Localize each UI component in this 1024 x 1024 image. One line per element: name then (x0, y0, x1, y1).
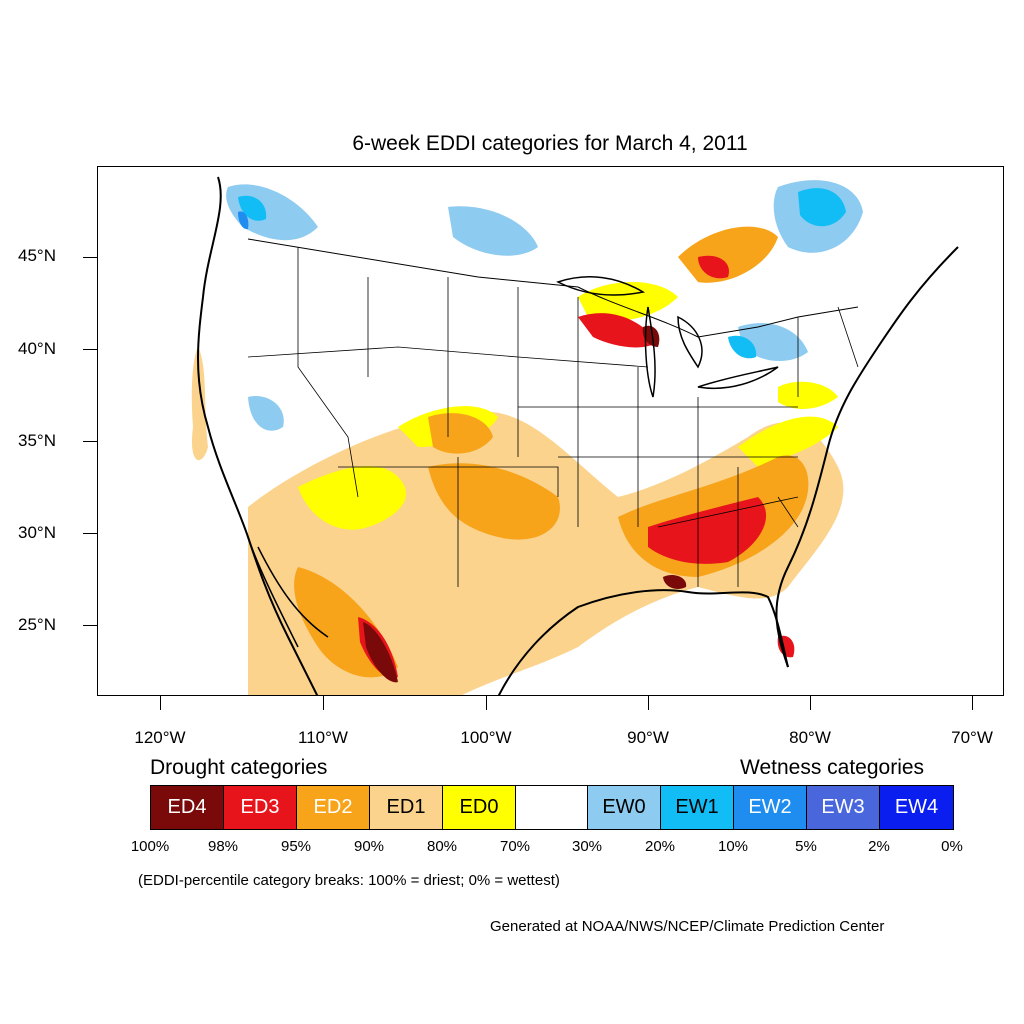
lake-huron (677, 315, 703, 369)
state-lines (247, 247, 859, 587)
credit-text: Generated at NOAA/NWS/NCEP/Climate Predi… (490, 918, 885, 935)
percentile-label: 98% (207, 838, 239, 855)
boundary-lines (197, 176, 959, 695)
map-canvas (191, 176, 959, 695)
ed0-region-southeast (738, 416, 838, 467)
legend-box-ed4: ED4 (151, 786, 224, 829)
legend-box-neutral (516, 786, 588, 829)
percentile-label: 0% (941, 838, 963, 855)
percentile-label: 2% (868, 838, 890, 855)
lat-tick (83, 441, 97, 442)
pacific-coast (197, 176, 319, 695)
ed3-region-ontario (698, 255, 729, 279)
legend-box-ew0: EW0 (588, 786, 661, 829)
lon-label-90w: 90°W (627, 728, 669, 747)
percentile-label: 80% (426, 838, 458, 855)
ew1-region-lakes (728, 335, 757, 359)
lon-tick (160, 696, 161, 710)
category-note: (EDDI-percentile category breaks: 100% =… (138, 872, 560, 889)
ew0-region-great-basin (248, 396, 284, 431)
percentile-label: 70% (499, 838, 531, 855)
ed1-region-west (191, 347, 208, 461)
percentile-label: 10% (717, 838, 749, 855)
legend-box-ed3: ED3 (224, 786, 297, 829)
lat-tick (83, 349, 97, 350)
percentile-label: 95% (280, 838, 312, 855)
ed3-region-michigan (578, 313, 658, 348)
lat-label-30n: 30°N (18, 523, 56, 542)
gulf-coast (497, 589, 789, 695)
lon-tick (486, 696, 487, 710)
percentile-label: 5% (795, 838, 817, 855)
lat-tick (83, 257, 97, 258)
percentile-label: 100% (130, 838, 170, 855)
ed3-region-southeast (648, 497, 767, 564)
lake-michigan (644, 306, 656, 398)
lon-tick (648, 696, 649, 710)
map-title: 6-week EDDI categories for March 4, 2011 (352, 132, 748, 155)
ed0-region-central (298, 466, 407, 530)
lon-label-80w: 80°W (789, 728, 831, 747)
category-legend: ED4 ED3 ED2 ED1 ED0 EW0 EW1 EW2 EW3 EW4 (150, 785, 954, 830)
ew2-region-puget-sound (238, 211, 249, 230)
legend-box-ew2: EW2 (734, 786, 807, 829)
lat-label-40n: 40°N (18, 339, 56, 358)
lat-tick (83, 533, 97, 534)
lon-tick (810, 696, 811, 710)
legend-box-ew1: EW1 (661, 786, 734, 829)
eddi-map (97, 166, 1004, 696)
atlantic-coast (775, 246, 959, 668)
lake-superior (556, 276, 646, 296)
legend-box-ew4: EW4 (880, 786, 953, 829)
ew1-region-northwest (238, 195, 267, 221)
lon-tick (323, 696, 324, 710)
legend-box-ed0: ED0 (443, 786, 516, 829)
ed0-region-lakes (578, 282, 678, 321)
lat-label-35n: 35°N (18, 431, 56, 450)
baja-coast (247, 536, 329, 648)
wetness-categories-title: Wetness categories (740, 756, 925, 779)
percentile-label: 30% (571, 838, 603, 855)
category-shading (191, 180, 863, 695)
lake-erie (697, 366, 779, 390)
lon-label-120w: 120°W (134, 728, 186, 747)
ew1-region-quebec (798, 188, 846, 227)
lon-label-110w: 110°W (298, 728, 348, 747)
percentile-label: 90% (353, 838, 385, 855)
ed0-region-ohio (778, 381, 838, 409)
ew0-region-northern-plains (448, 206, 538, 256)
lat-label-45n: 45°N (18, 246, 56, 265)
lat-label-25n: 25°N (18, 615, 56, 634)
lat-tick (83, 625, 97, 626)
drought-categories-title: Drought categories (150, 756, 328, 779)
lon-label-70w: 70°W (951, 728, 993, 747)
lon-tick (972, 696, 973, 710)
legend-box-ed2: ED2 (297, 786, 370, 829)
percentile-label: 20% (644, 838, 676, 855)
ed4-region-mexico (363, 622, 398, 683)
lon-label-100w: 100°W (460, 728, 512, 747)
ed2-region-kansas (428, 413, 493, 454)
ed4-region-gulf (663, 575, 687, 589)
ed2-region-texas (428, 463, 560, 540)
ed4-region-michigan (642, 325, 660, 347)
legend-box-ed1: ED1 (370, 786, 443, 829)
legend-box-ew3: EW3 (807, 786, 880, 829)
